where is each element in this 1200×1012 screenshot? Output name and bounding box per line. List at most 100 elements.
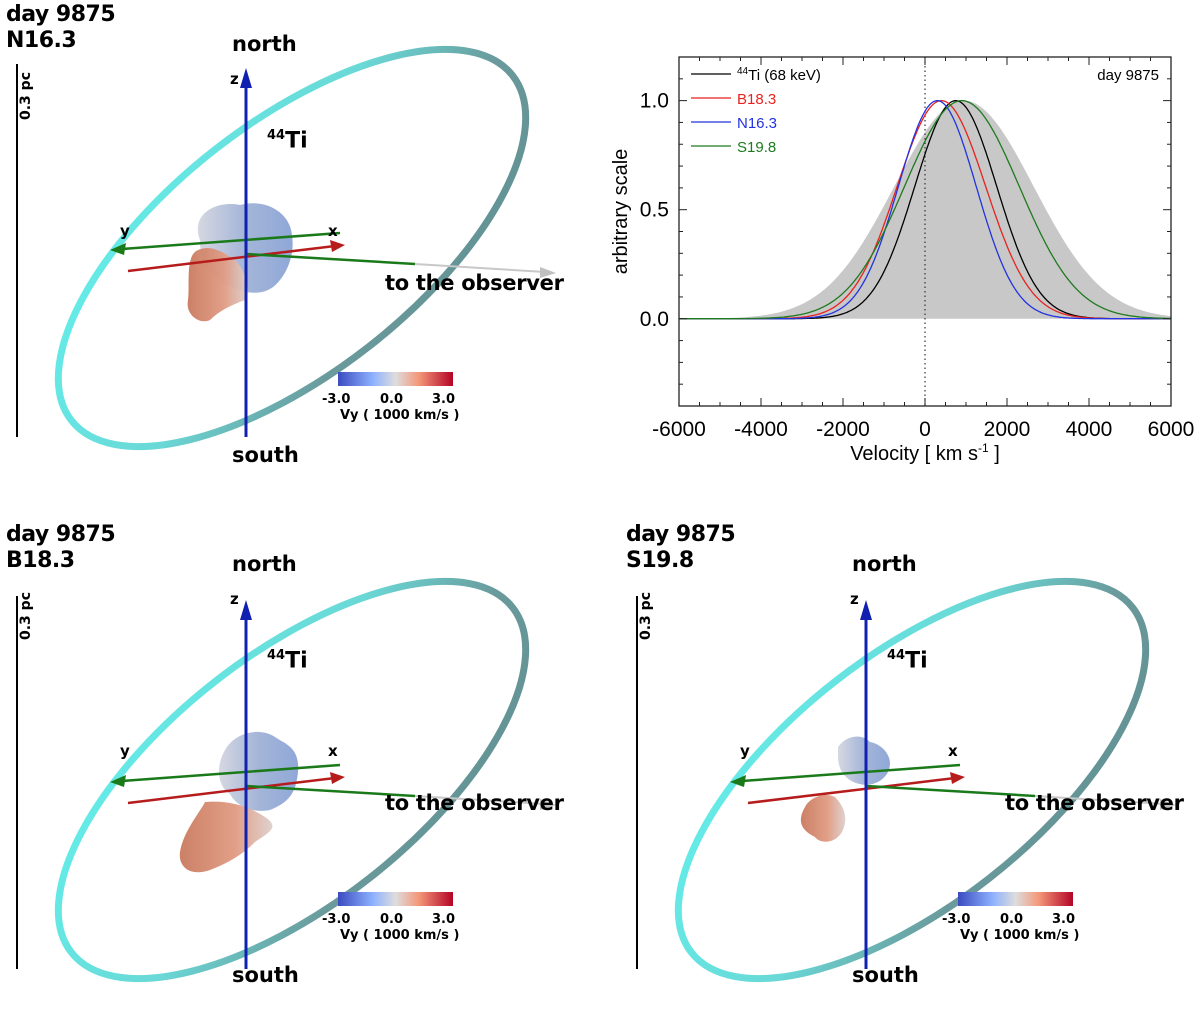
south-label: south xyxy=(232,443,299,467)
y-axis-arrowhead-icon xyxy=(110,243,126,255)
y-axis-line xyxy=(741,763,961,783)
line-of-sight xyxy=(245,784,416,798)
scene-svg xyxy=(636,577,1176,983)
x-tick-label: 2000 xyxy=(984,418,1031,441)
equatorial-ring xyxy=(674,577,1150,983)
x-tick-label: -6000 xyxy=(652,418,706,441)
z-axis-label: z xyxy=(850,590,859,608)
colorbar-max: 3.0 xyxy=(432,912,456,927)
observer-label: to the observer xyxy=(385,271,564,295)
model-panel-n16-3: day 9875 N16.3 xyxy=(0,0,600,480)
z-axis-label: z xyxy=(230,70,239,88)
x-tick-label: 0 xyxy=(919,418,931,441)
north-label: north xyxy=(852,552,917,576)
ejecta-clump xyxy=(187,248,248,322)
y-axis-line xyxy=(121,231,341,251)
z-axis-arrowhead-icon xyxy=(860,600,872,620)
south-label: south xyxy=(852,963,919,987)
x-tick-label: 6000 xyxy=(1148,418,1195,441)
legend-label: N16.3 xyxy=(737,115,777,132)
model-panel-s19-8: day 9875 S19.8 xyxy=(620,520,1200,998)
z-axis-arrowhead-icon xyxy=(240,600,252,620)
ejecta-clump xyxy=(179,801,273,873)
chart-svg: -6000 -4000 -2000 0 2000 4000 6000 0.0 0.5 1.0 Vel… xyxy=(610,56,1195,465)
x-axis-label: x xyxy=(328,742,338,760)
panel-model-label: S19.8 xyxy=(626,548,694,573)
colorbar xyxy=(958,892,1073,906)
line-of-sight xyxy=(245,252,416,266)
scale-bar-label: 0.3 pc xyxy=(638,592,654,640)
panel-day-label: day 9875 xyxy=(626,522,736,547)
colorbar-title: Vy ( 1000 km/s ) xyxy=(960,928,1080,943)
south-label: south xyxy=(232,963,299,987)
equatorial-ring xyxy=(54,577,530,983)
y-axis-arrowhead-icon xyxy=(110,775,126,787)
x-axis-arrowhead-icon xyxy=(950,772,965,784)
x-axis-arrowhead-icon xyxy=(330,240,345,252)
z-axis-label: z xyxy=(230,590,239,608)
shaded-profile-band xyxy=(679,100,1171,319)
x-axis-arrowhead-icon xyxy=(330,772,345,784)
legend-label: B18.3 xyxy=(737,91,776,108)
scene-svg xyxy=(16,45,556,451)
x-tick-label: 4000 xyxy=(1066,418,1113,441)
isotope-label: 44Ti xyxy=(267,128,308,154)
panel-model-label: B18.3 xyxy=(6,548,75,573)
colorbar-min: -3.0 xyxy=(322,912,351,927)
y-axis-label: y xyxy=(120,222,130,240)
colorbar-max: 3.0 xyxy=(1052,912,1076,927)
colorbar-title: Vy ( 1000 km/s ) xyxy=(340,408,460,423)
y-axis-label: arbitrary scale xyxy=(610,149,632,275)
ejecta-clump xyxy=(838,736,890,785)
legend-label: 44Ti (68 keV) xyxy=(737,66,821,84)
y-axis-label: y xyxy=(740,742,750,760)
legend-label: S19.8 xyxy=(737,139,776,156)
y-tick-label: 0.5 xyxy=(640,199,669,222)
x-axis-line xyxy=(747,776,956,805)
colorbar xyxy=(338,372,453,386)
y-axis-arrowhead-icon xyxy=(730,775,746,787)
line-of-sight xyxy=(865,784,1036,798)
panel-day-label: day 9875 xyxy=(6,2,116,27)
colorbar-min: -3.0 xyxy=(322,392,351,407)
y-tick-label: 1.0 xyxy=(640,90,669,113)
north-label: north xyxy=(232,32,297,56)
x-axis-label: x xyxy=(948,742,958,760)
scale-bar-label: 0.3 pc xyxy=(18,592,34,640)
ejecta-clump xyxy=(800,795,846,842)
velocity-profile-chart: -6000 -4000 -2000 0 2000 4000 6000 0.0 0.5 1.0 Vel… xyxy=(600,40,1200,480)
observer-arrowhead-icon xyxy=(540,267,556,278)
north-label: north xyxy=(232,552,297,576)
colorbar-min: -3.0 xyxy=(942,912,971,927)
colorbar-mid: 0.0 xyxy=(380,392,404,407)
observer-arrowhead-icon xyxy=(1160,799,1176,810)
equatorial-ring xyxy=(54,45,530,451)
colorbar-mid: 0.0 xyxy=(1000,912,1024,927)
x-axis-line xyxy=(127,776,336,805)
isotope-label: 44Ti xyxy=(887,648,928,674)
y-axis-line xyxy=(121,763,341,783)
x-tick-label: -2000 xyxy=(816,418,870,441)
observer-label: to the observer xyxy=(1005,791,1184,815)
colorbar-max: 3.0 xyxy=(432,392,456,407)
colorbar xyxy=(338,892,453,906)
observer-arrowhead-icon xyxy=(540,799,556,810)
isotope-label: 44Ti xyxy=(267,648,308,674)
x-tick-label: -4000 xyxy=(734,418,788,441)
x-axis-label: Velocity [ km s-1 ] xyxy=(850,441,1000,465)
day-annotation: day 9875 xyxy=(1097,67,1159,84)
colorbar-mid: 0.0 xyxy=(380,912,404,927)
observer-label: to the observer xyxy=(385,791,564,815)
observer-direction-line xyxy=(1034,795,1166,805)
x-axis-line xyxy=(127,244,336,273)
y-tick-label: 0.0 xyxy=(640,308,669,331)
x-axis-label: x xyxy=(328,222,338,240)
y-axis-label: y xyxy=(120,742,130,760)
z-axis-arrowhead-icon xyxy=(240,68,252,88)
panel-day-label: day 9875 xyxy=(6,522,116,547)
scale-bar-label: 0.3 pc xyxy=(18,72,34,120)
observer-direction-line xyxy=(414,263,546,273)
observer-direction-line xyxy=(414,795,546,805)
series-line-s19-8 xyxy=(679,99,1172,320)
panel-model-label: N16.3 xyxy=(6,28,77,53)
